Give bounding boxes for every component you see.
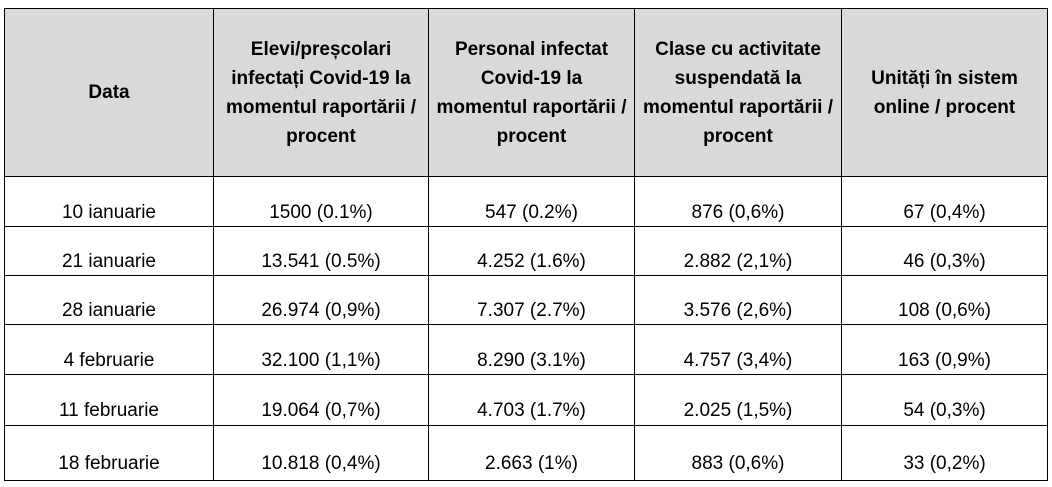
cell-infected-staff: 7.307 (2.7%) — [428, 275, 635, 325]
cell-suspended-classes: 876 (0,6%) — [634, 176, 842, 227]
cell-suspended-classes: 883 (0,6%) — [634, 425, 842, 481]
cell-infected-students: 10.818 (0,4%) — [213, 425, 429, 481]
table-header-row: Data Elevi/preșcolari infectați Covid-19… — [4, 8, 1048, 177]
cell-online-units: 163 (0,9%) — [841, 324, 1048, 375]
cell-infected-staff: 547 (0.2%) — [428, 176, 635, 227]
header-suspended-classes: Clase cu activitate suspendată la moment… — [634, 8, 842, 177]
cell-suspended-classes: 2.882 (2,1%) — [634, 226, 842, 276]
cell-infected-staff: 8.290 (3.1%) — [428, 324, 635, 375]
cell-date: 10 ianuarie — [4, 176, 214, 227]
cell-infected-students: 19.064 (0,7%) — [213, 374, 429, 426]
cell-date: 4 februarie — [4, 324, 214, 375]
cell-date: 11 februarie — [4, 374, 214, 426]
header-date: Data — [4, 8, 214, 177]
table-row: 10 ianuarie 1500 (0.1%) 547 (0.2%) 876 (… — [4, 176, 1048, 227]
table-row: 4 februarie 32.100 (1,1%) 8.290 (3.1%) 4… — [4, 324, 1048, 375]
cell-date: 28 ianuarie — [4, 275, 214, 325]
cell-infected-students: 32.100 (1,1%) — [213, 324, 429, 375]
covid-schools-table: Data Elevi/preșcolari infectați Covid-19… — [4, 8, 1048, 481]
cell-infected-staff: 2.663 (1%) — [428, 425, 635, 481]
cell-suspended-classes: 4.757 (3,4%) — [634, 324, 842, 375]
cell-infected-staff: 4.252 (1.6%) — [428, 226, 635, 276]
table-row: 11 februarie 19.064 (0,7%) 4.703 (1.7%) … — [4, 374, 1048, 426]
table-row: 21 ianuarie 13.541 (0.5%) 4.252 (1.6%) 2… — [4, 226, 1048, 276]
header-online-units: Unități în sistem online / procent — [841, 8, 1048, 177]
cell-suspended-classes: 3.576 (2,6%) — [634, 275, 842, 325]
cell-online-units: 33 (0,2%) — [841, 425, 1048, 481]
cell-online-units: 67 (0,4%) — [841, 176, 1048, 227]
cell-online-units: 46 (0,3%) — [841, 226, 1048, 276]
cell-infected-students: 13.541 (0.5%) — [213, 226, 429, 276]
cell-online-units: 108 (0,6%) — [841, 275, 1048, 325]
cell-online-units: 54 (0,3%) — [841, 374, 1048, 426]
header-infected-staff: Personal infectat Covid-19 la momentul r… — [428, 8, 635, 177]
cell-infected-staff: 4.703 (1.7%) — [428, 374, 635, 426]
cell-infected-students: 26.974 (0,9%) — [213, 275, 429, 325]
table-row: 28 ianuarie 26.974 (0,9%) 7.307 (2.7%) 3… — [4, 275, 1048, 325]
table-row: 18 februarie 10.818 (0,4%) 2.663 (1%) 88… — [4, 425, 1048, 481]
cell-suspended-classes: 2.025 (1,5%) — [634, 374, 842, 426]
header-infected-students: Elevi/preșcolari infectați Covid-19 la m… — [213, 8, 429, 177]
cell-infected-students: 1500 (0.1%) — [213, 176, 429, 227]
cell-date: 18 februarie — [4, 425, 214, 481]
cell-date: 21 ianuarie — [4, 226, 214, 276]
